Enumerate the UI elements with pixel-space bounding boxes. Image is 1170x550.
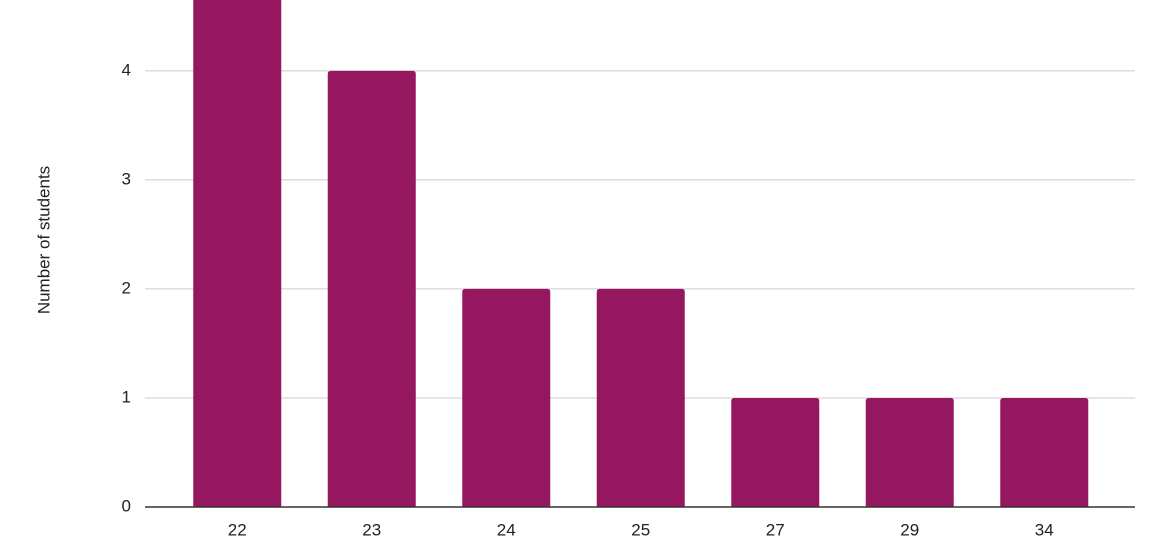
bar bbox=[193, 0, 282, 507]
y-tick-label: 3 bbox=[122, 169, 131, 188]
x-tick-label: 22 bbox=[228, 520, 247, 539]
x-tick-label: 34 bbox=[1035, 520, 1054, 539]
bar bbox=[731, 397, 820, 507]
bar bbox=[865, 397, 954, 507]
x-tick-label: 29 bbox=[900, 520, 919, 539]
bar bbox=[1000, 397, 1089, 507]
y-tick-label: 2 bbox=[122, 278, 131, 297]
bar bbox=[327, 70, 416, 507]
y-tick-label: 1 bbox=[122, 387, 131, 406]
y-tick-label: 0 bbox=[122, 496, 131, 515]
x-tick-label: 25 bbox=[631, 520, 650, 539]
bar bbox=[596, 288, 685, 507]
x-tick-label: 24 bbox=[497, 520, 516, 539]
x-tick-label: 23 bbox=[362, 520, 381, 539]
bar bbox=[462, 288, 551, 507]
y-axis-label: Number of students bbox=[34, 166, 53, 314]
y-tick-label: 4 bbox=[122, 60, 131, 79]
x-tick-label: 27 bbox=[766, 520, 785, 539]
